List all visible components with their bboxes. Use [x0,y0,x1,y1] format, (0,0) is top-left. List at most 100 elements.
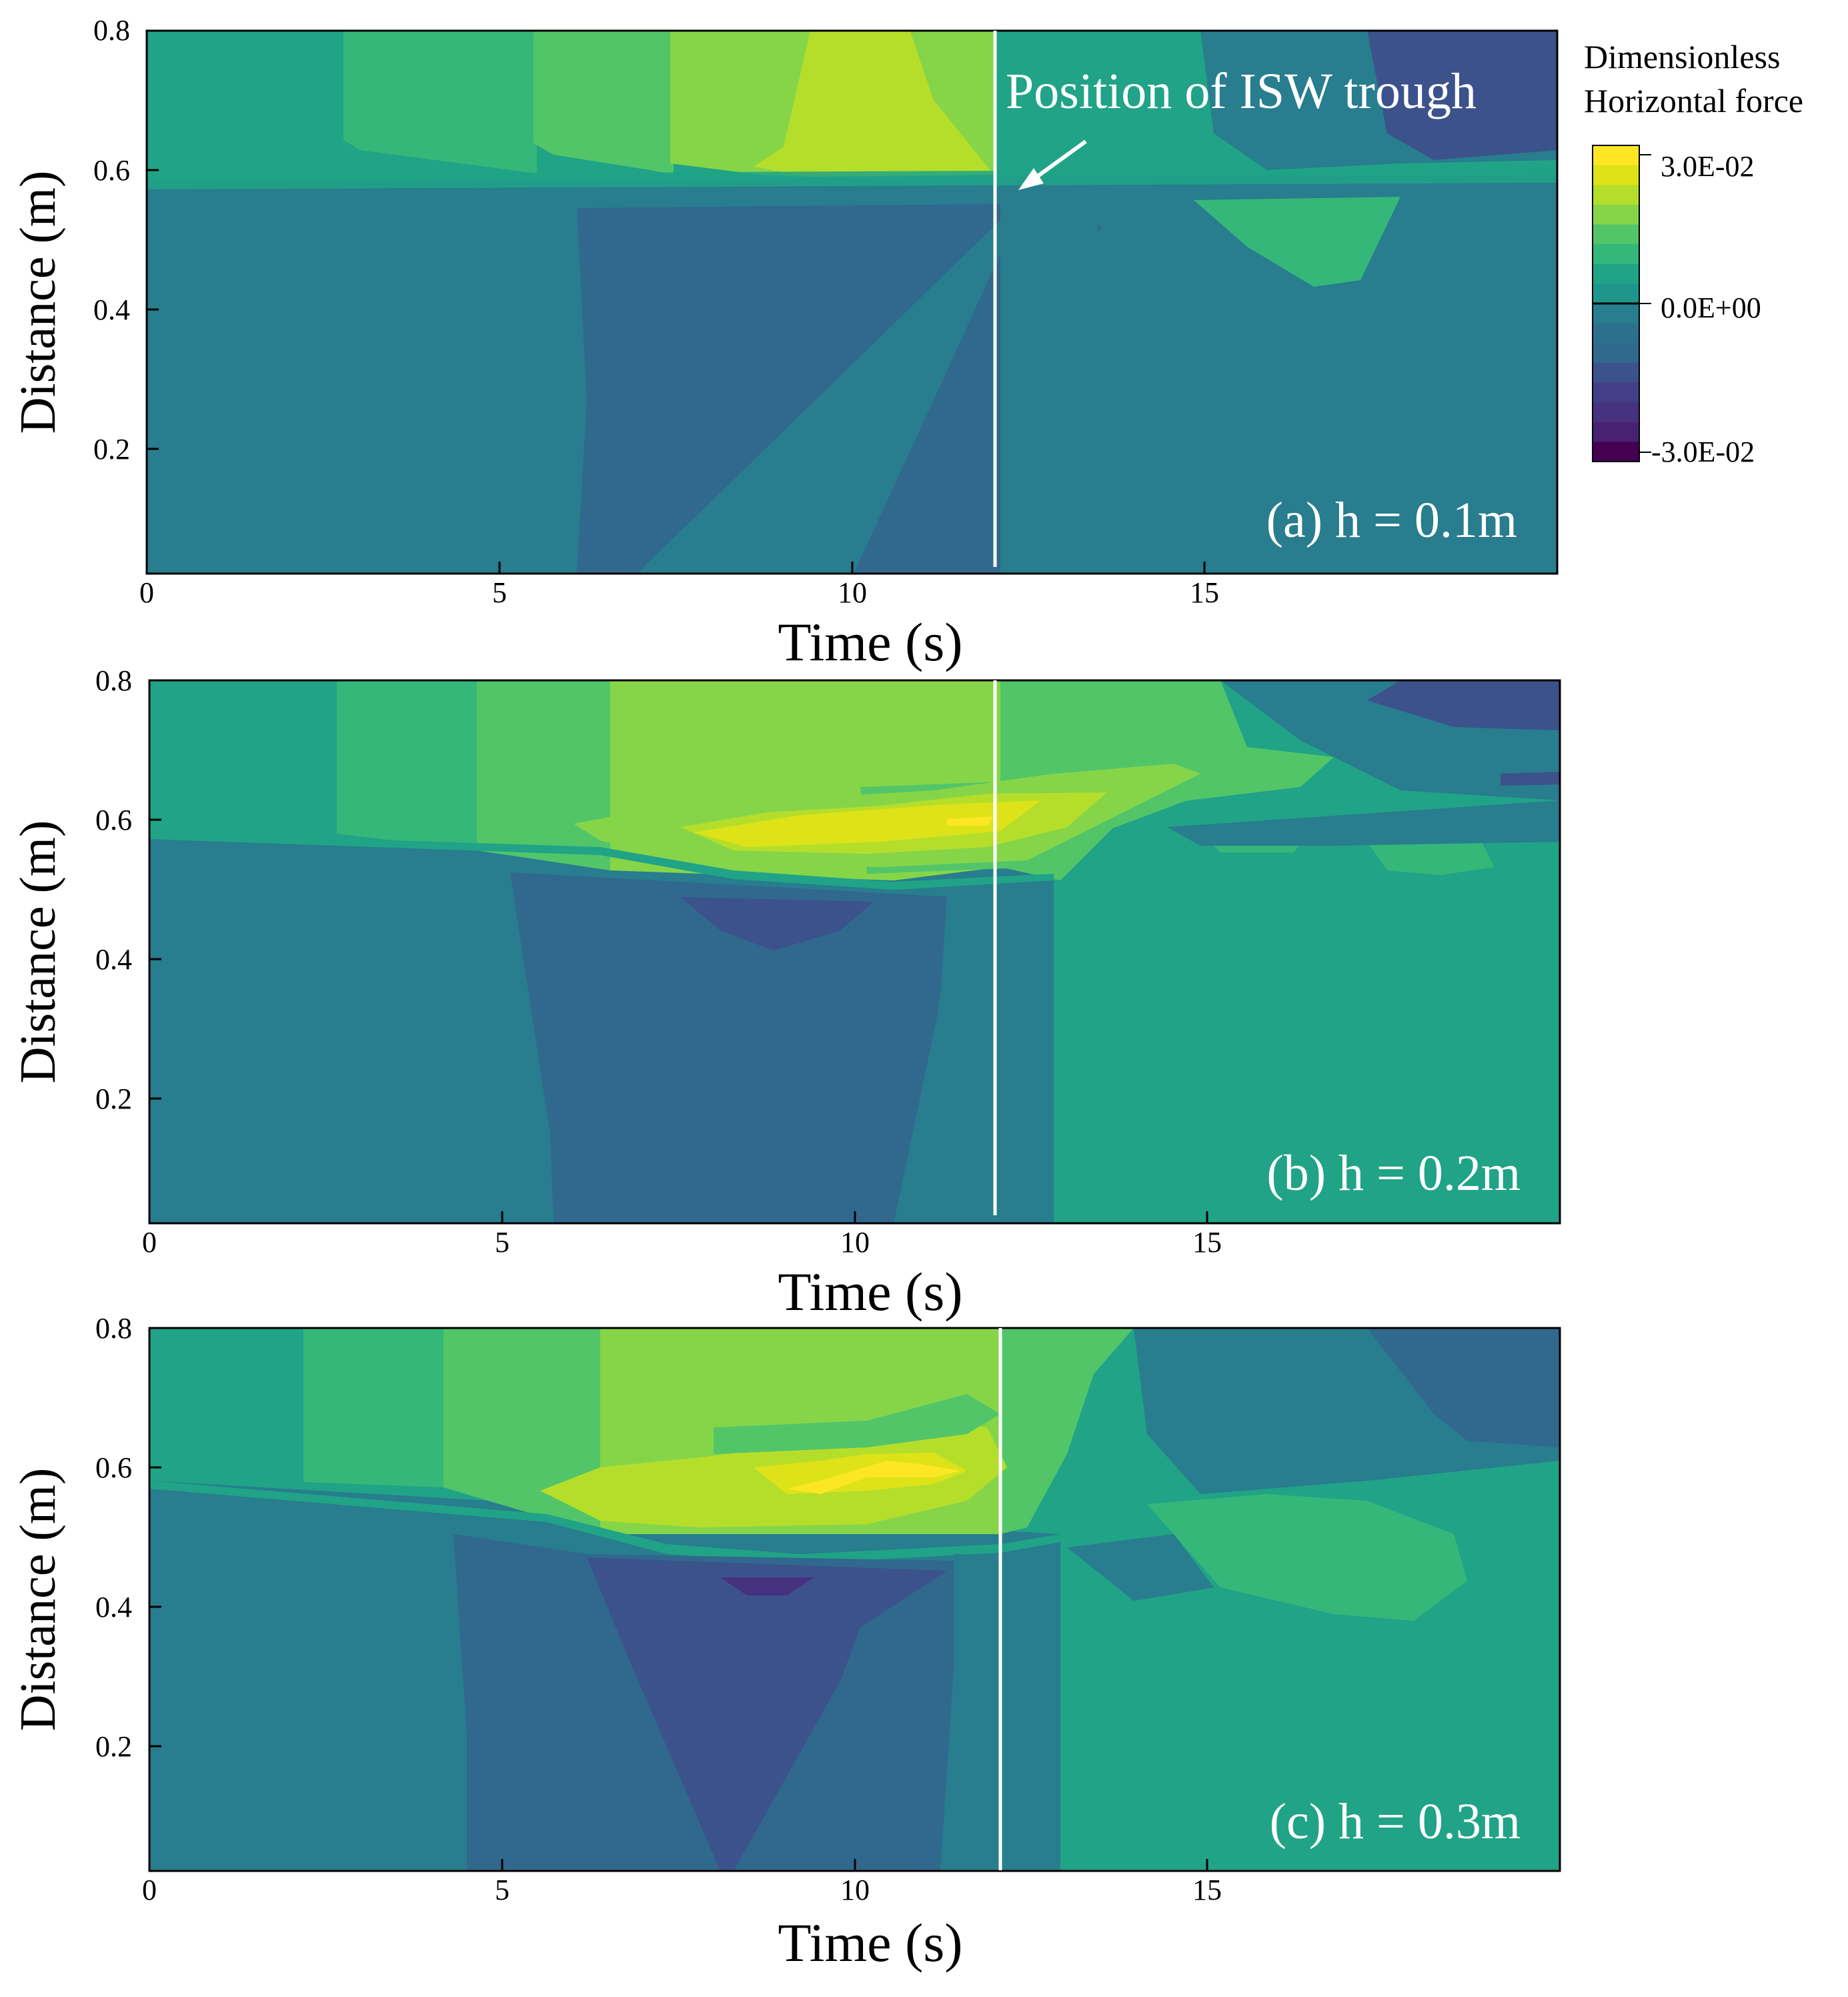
positive-band-2 [343,31,537,173]
positive-band-2 [303,1328,443,1487]
y-tick-label: 0.6 [95,804,132,836]
heatmap-field [149,680,1560,1223]
positive-peak [694,800,1040,847]
positive-max [947,816,994,826]
y-tick-label: 0.2 [95,1730,132,1763]
x-tick-label: 0 [142,1226,157,1259]
y-tick-label: 0.8 [95,664,132,697]
x-tick-label: 15 [1190,576,1219,609]
panel-label: (b) h = 0.2m [1266,1145,1521,1201]
y-ticks: 0.8 0.6 0.4 0.2 [95,664,161,1115]
colorbar-max-label: 3.0E-02 [1661,150,1755,183]
y-tick-label: 0.4 [93,293,130,326]
positive-band-1 [147,31,347,179]
mid-right-field [1067,1534,1214,1601]
colorbar-swatch [1593,165,1639,185]
colorbar-swatch [1593,145,1639,166]
positive-band-3 [534,31,674,175]
colorbar-swatch [1593,244,1639,265]
positive-band-3 [477,680,610,870]
colorbar-swatch [1593,303,1639,324]
y-ticks: 0.8 0.6 0.4 0.2 [95,1312,161,1763]
x-tick-label: 15 [1192,1226,1222,1259]
positive-lens [1194,197,1401,287]
upper-right-negative-2 [1367,680,1560,730]
y-axis-label: Distance (m) [10,820,66,1084]
upper-right-negative-2 [1367,1328,1560,1447]
negative-wedge [577,203,1100,574]
colorbar-swatch [1593,224,1639,245]
heatmap-field [147,31,1557,574]
x-ticks: 0 5 10 15 [142,1211,1222,1259]
heatmap-field [149,1328,1560,1871]
y-tick-label: 0.2 [93,433,130,466]
positive-lens [1147,1494,1467,1621]
x-tick-label: 5 [495,1226,510,1259]
colorbar-swatch [1593,323,1639,344]
y-axis-label: Distance (m) [10,1468,66,1732]
positive-band-6 [910,31,994,175]
y-tick-label: 0.8 [95,1312,132,1345]
x-tick-label: 15 [1192,1874,1222,1906]
positive-band-3 [443,1328,600,1534]
colorbar-swatch [1593,362,1639,383]
interface-strip [149,832,1054,890]
colorbar-swatch [1593,343,1639,364]
positive-band-7 [994,31,1200,175]
negative-wedge [510,872,954,1223]
colorbar-legend: Dimensionless Horizontal force 3.0E-02 0… [1584,38,1803,468]
panel-c: (c) h = 0.3m 0.8 0.6 0.4 0.2 0 5 10 15 T… [10,1312,1561,1973]
positive-lens [1367,839,1494,875]
x-axis-label: Time (s) [778,1912,962,1973]
arrow-icon [1018,139,1087,190]
panel-b: (b) h = 0.2m 0.8 0.6 0.4 0.2 0 5 10 15 T… [10,664,1561,1322]
upper-right-negative-3 [1501,772,1560,786]
y-tick-label: 0.6 [93,154,130,187]
colorbar-swatch [1593,402,1639,423]
x-tick-label: 0 [139,576,154,609]
negative-lower-band [147,175,1557,574]
x-tick-label: 10 [840,1226,870,1259]
positive-band-5 [754,31,994,177]
colorbar-swatch [1593,204,1639,225]
positive-band-6 [714,1394,1000,1454]
positive-band-1 [149,1328,303,1482]
colorbar-swatch [1593,185,1639,205]
y-tick-label: 0.2 [95,1083,132,1115]
colorbar-swatch [1593,283,1639,304]
panel-a: Position of ISW trough (a) h = 0.1m 0.8 … [10,14,1559,672]
panel-label: (a) h = 0.1m [1266,492,1517,548]
colorbar-swatch [1593,382,1639,403]
upper-right-negative-2 [1367,31,1557,160]
positive-band-4 [670,31,810,177]
colorbar-mid-label: 0.0E+00 [1661,291,1761,324]
y-tick-label: 0.8 [93,14,130,47]
y-tick-label: 0.4 [95,1591,132,1623]
mid-right-negative [1167,800,1560,846]
colorbar-swatch [1593,422,1639,442]
colorbar-min-label: -3.0E-02 [1651,436,1755,468]
negative-column-right [894,894,1047,1223]
x-tick-label: 0 [142,1874,157,1906]
negative-triangle [587,1557,947,1871]
y-ticks: 0.8 0.6 0.4 0.2 [93,14,159,466]
negative-blob [720,1577,814,1595]
trough-annotation: Position of ISW trough [1006,63,1477,119]
x-tick-label: 5 [492,576,507,609]
positive-band-1 [149,680,337,834]
near-interface-strip [147,168,1557,189]
panel-label: (c) h = 0.3m [1270,1794,1521,1850]
y-tick-label: 0.4 [95,943,132,976]
negative-right-column [1000,200,1100,574]
colorbar-swatches [1593,145,1639,462]
x-tick-label: 10 [838,576,867,609]
x-tick-label: 10 [840,1874,870,1906]
positive-band-5 [1000,1328,1134,1534]
colorbar-swatch [1593,263,1639,284]
y-tick-label: 0.6 [95,1451,132,1484]
x-ticks: 0 5 10 15 [139,562,1219,609]
legend-title-line2: Horizontal force [1584,82,1803,119]
colorbar-swatch [1593,442,1639,462]
x-axis-label: Time (s) [778,612,962,672]
